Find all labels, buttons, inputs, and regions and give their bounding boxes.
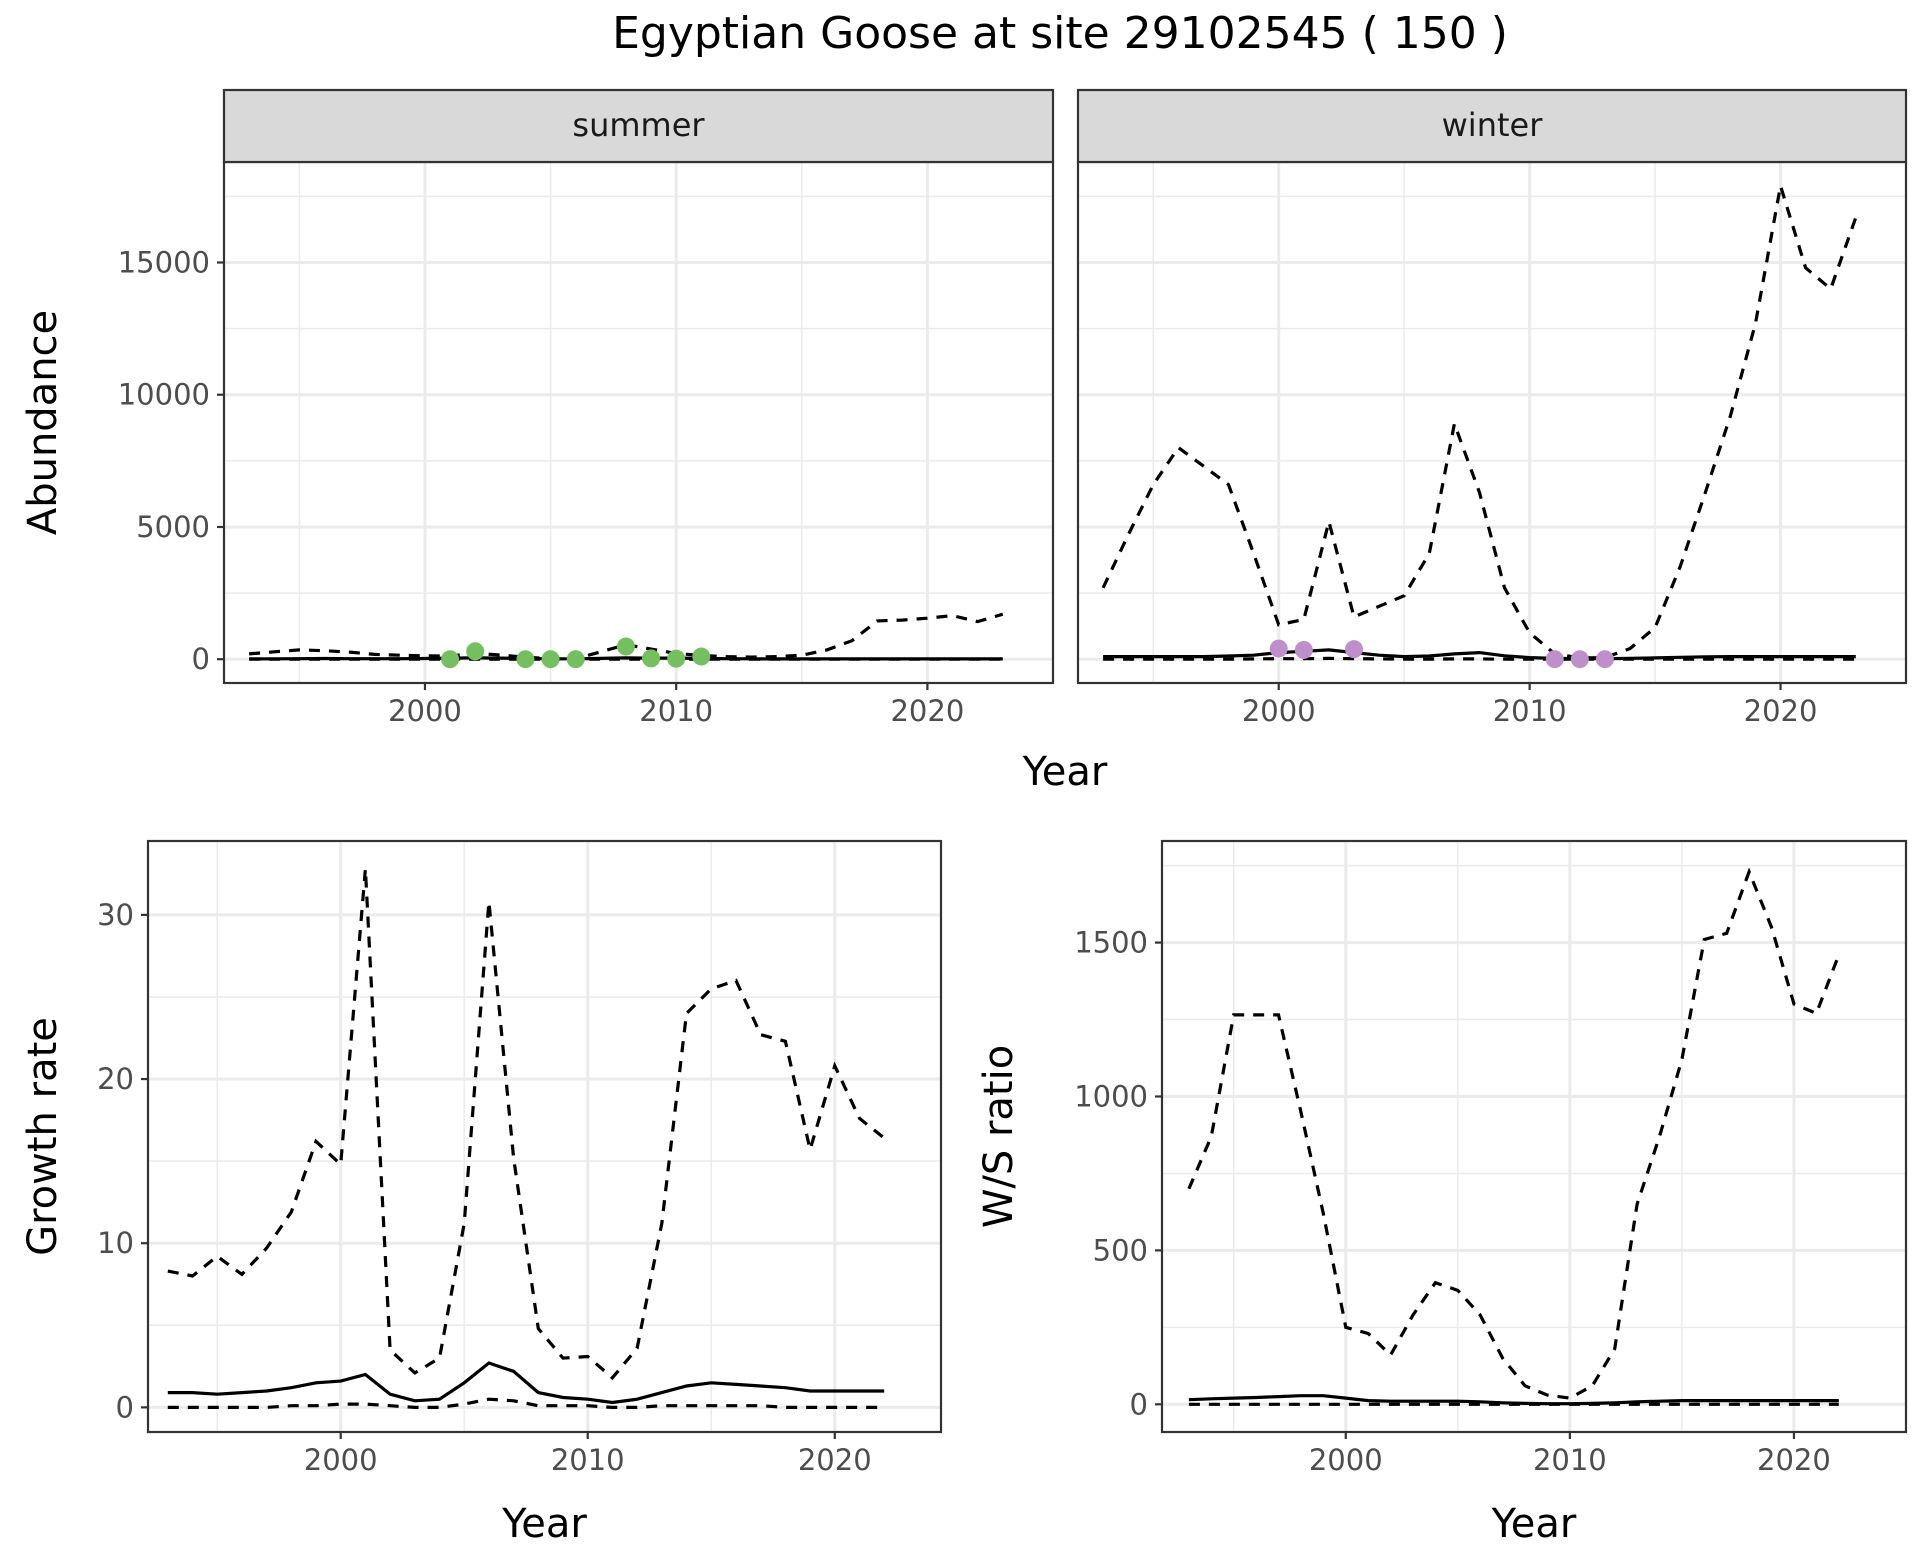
abundance-summer-strip-label: summer	[572, 106, 705, 144]
abundance-y-tick-label: 15000	[118, 245, 210, 279]
abundance-y-tick-label: 0	[192, 642, 210, 676]
ws-ratio-y-tick-label: 1500	[1074, 926, 1148, 960]
abundance-winter-observed-point	[1595, 650, 1614, 669]
abundance-winter-upper-line	[1101, 185, 1858, 660]
abundance-summer-observed-point	[566, 650, 585, 669]
growth-rate-mean-line	[167, 1361, 885, 1405]
abundance-summer-x-tick-label: 2020	[890, 694, 964, 728]
growth-rate-x-tick-label: 2020	[798, 1443, 872, 1477]
abundance-winter-lower-line	[1103, 656, 1856, 661]
ws-ratio-x-axis-title: Year	[1491, 1501, 1577, 1547]
abundance-summer-upper-line	[248, 612, 1004, 661]
abundance-summer-observed-point	[642, 649, 661, 668]
abundance-summer-observed-point	[541, 650, 560, 669]
ws-ratio-y-tick-label: 1000	[1074, 1079, 1148, 1113]
growth-rate-y-axis-title: Growth rate	[20, 1017, 66, 1256]
growth-rate-y-tick-label: 20	[97, 1062, 134, 1096]
abundance-summer-observed-point	[667, 649, 686, 668]
abundance-summer-x-tick-label: 2000	[388, 694, 462, 728]
abundance-summer-mean-line	[249, 656, 1003, 661]
ws-ratio-y-tick-label: 0	[1130, 1387, 1148, 1421]
abundance-summer-observed-point	[441, 650, 460, 669]
abundance-winter-mean-line	[1103, 648, 1856, 661]
growth-rate-upper-line	[167, 868, 886, 1381]
abundance-y-tick-label: 10000	[118, 378, 210, 412]
growth-rate-panel-border	[146, 839, 943, 1434]
abundance-facet-winter: winter 2000 2010 2020	[1076, 88, 1908, 728]
growth-rate-y-tick-label: 30	[97, 898, 134, 932]
abundance-winter-observed-point	[1545, 650, 1564, 669]
abundance-y-tick-label: 5000	[136, 510, 210, 544]
abundance-winter-strip-label: winter	[1442, 106, 1544, 144]
ws-ratio-x-tick-label: 2020	[1757, 1443, 1831, 1477]
ws-ratio-upper-line	[1187, 867, 1841, 1400]
abundance-facet-summer: summer 2000 2010 2020 0 5000 10000 15000	[118, 88, 1055, 728]
ws-ratio-panel-border	[1160, 839, 1908, 1434]
growth-rate-x-axis-title: Year	[501, 1501, 587, 1547]
abundance-winter-x-tick-label: 2010	[1493, 694, 1567, 728]
chart-title: Egyptian Goose at site 29102545 ( 150 )	[612, 8, 1508, 59]
abundance-summer-x-tick-label: 2010	[639, 694, 713, 728]
abundance-summer-observed-point	[692, 647, 711, 666]
abundance-summer-observed-point	[616, 637, 635, 656]
abundance-y-axis-title: Abundance	[20, 310, 66, 535]
abundance-winter-observed-point	[1294, 640, 1313, 659]
abundance-winter-x-tick-label: 2000	[1242, 694, 1316, 728]
abundance-winter-x-tick-label: 2020	[1744, 694, 1818, 728]
ws-ratio-mean-line	[1188, 1394, 1839, 1406]
growth-rate-panel: 2000 2010 2020 0 10 20 30	[97, 839, 943, 1477]
abundance-summer-observed-point	[516, 650, 535, 669]
abundance-winter-observed-point	[1269, 639, 1288, 658]
abundance-winter-observed-point	[1345, 640, 1363, 659]
abundance-winter-strip	[1076, 88, 1908, 164]
abundance-summer-observed-point	[466, 642, 485, 661]
ws-ratio-y-axis-title: W/S ratio	[976, 1045, 1022, 1228]
growth-rate-x-tick-label: 2010	[551, 1443, 625, 1477]
abundance-x-axis-title: Year	[1022, 749, 1108, 795]
abundance-summer-strip	[222, 88, 1055, 164]
ws-ratio-x-tick-label: 2000	[1309, 1443, 1383, 1477]
ws-ratio-panel: 2000 2010 2020 0 500 1000 1500	[1074, 839, 1908, 1477]
growth-rate-y-tick-label: 0	[116, 1390, 134, 1424]
growth-rate-y-tick-label: 10	[97, 1226, 134, 1260]
abundance-winter-observed-point	[1570, 650, 1589, 669]
ws-ratio-x-tick-label: 2010	[1533, 1443, 1607, 1477]
ws-ratio-y-tick-label: 500	[1093, 1233, 1148, 1267]
growth-rate-x-tick-label: 2000	[304, 1443, 378, 1477]
